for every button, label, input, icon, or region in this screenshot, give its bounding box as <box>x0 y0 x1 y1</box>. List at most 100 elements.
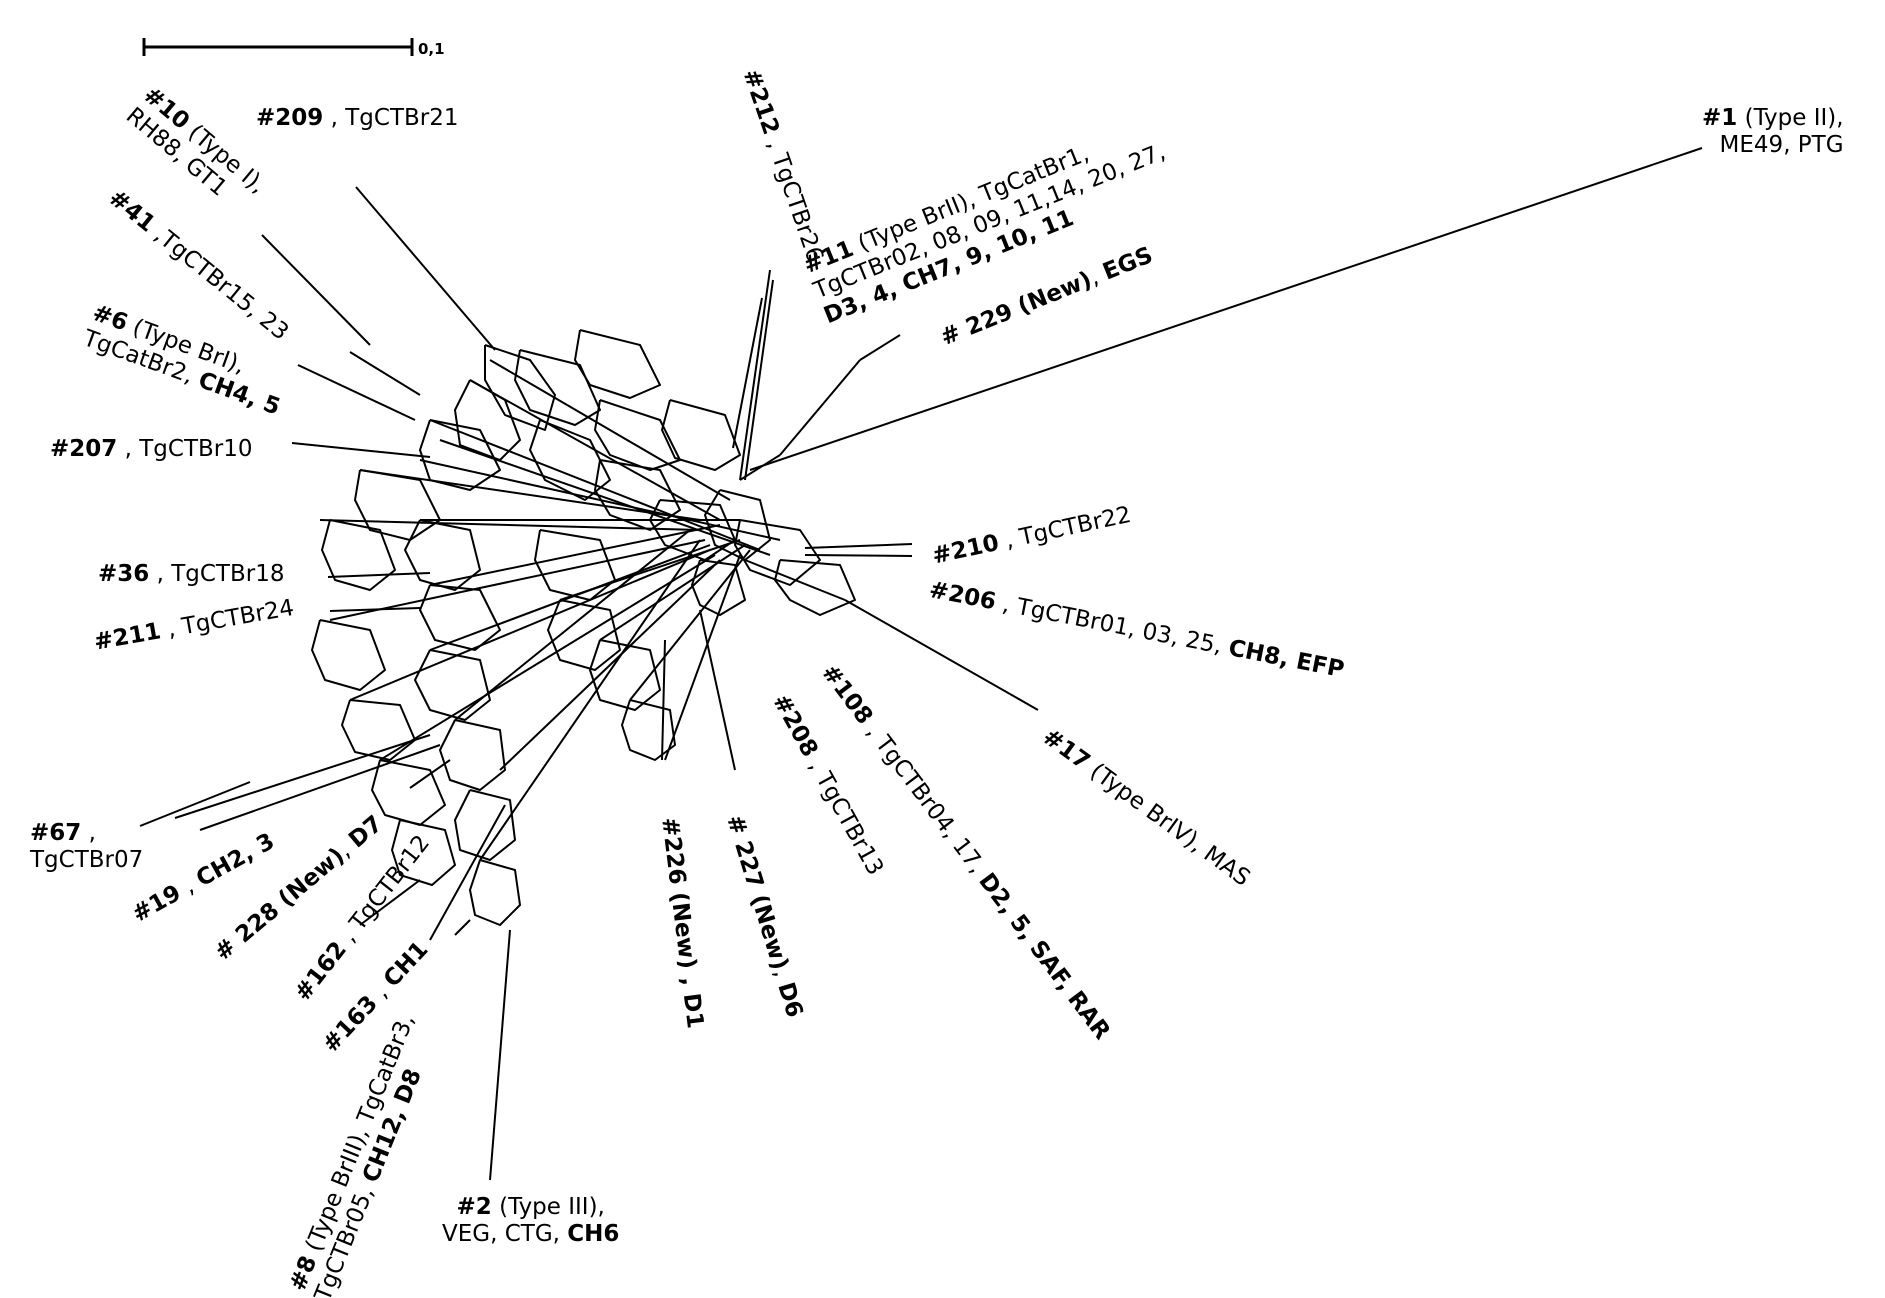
network-box <box>354 469 441 541</box>
network-edge <box>499 559 721 771</box>
network-box <box>311 619 386 691</box>
taxon-label-209: #209 , TgCTBr21 <box>256 105 459 132</box>
taxon-label-line: VEG, CTG, CH6 <box>442 1221 619 1248</box>
network-edge <box>489 359 731 501</box>
network-edge <box>744 559 846 601</box>
network-edge <box>319 519 701 531</box>
taxon-label-text: , TgCTBr21 <box>323 105 459 131</box>
taxon-label-bold-text: #2 <box>456 1194 492 1220</box>
scale-bar <box>142 38 414 56</box>
network-box <box>594 459 681 531</box>
network-box <box>341 699 416 761</box>
network-edge <box>419 459 781 541</box>
branch-208 <box>699 609 736 771</box>
taxon-label-line: ME49, PTG <box>1702 132 1844 159</box>
taxon-label-bold-text: CH6 <box>567 1221 620 1247</box>
network-edge <box>629 549 751 701</box>
network-edge <box>559 539 741 601</box>
branch-229b <box>779 359 861 456</box>
branch-67 <box>139 781 251 827</box>
taxon-label-text: ME49, PTG <box>1719 132 1844 158</box>
branch-17 <box>844 599 1039 711</box>
network-box <box>321 519 396 591</box>
taxon-label-text: , TgCTBr10 <box>117 436 253 462</box>
branch-212b <box>744 279 774 481</box>
network-edge <box>429 524 721 586</box>
branch-163 <box>429 804 506 941</box>
network-box <box>419 419 501 491</box>
taxon-label-line: #67 , <box>30 820 143 847</box>
network-box <box>404 519 481 591</box>
network-box <box>534 529 616 601</box>
taxon-label-line: #209 , TgCTBr21 <box>256 105 459 132</box>
network-box <box>469 859 521 926</box>
taxon-label-text: (Type III), <box>491 1194 605 1220</box>
network-edge <box>469 379 721 521</box>
branch-226 <box>661 639 666 761</box>
taxon-label-bold-text: #36 <box>98 561 150 587</box>
network-edge <box>664 554 741 761</box>
branch-36 <box>327 572 431 578</box>
taxon-label-bold-text: #207 <box>50 436 118 462</box>
taxon-label-line: #1 (Type II), <box>1702 105 1844 132</box>
network-box <box>774 559 856 616</box>
network-edge <box>599 544 746 641</box>
branch-67c <box>174 734 431 819</box>
split-network-edges <box>139 147 1703 1181</box>
taxon-label-text: , <box>81 820 96 846</box>
network-edge <box>329 539 706 621</box>
branch-229 <box>859 334 901 361</box>
branch-209 <box>355 186 496 351</box>
branch-212 <box>739 269 771 481</box>
taxon-label-line: #36 , TgCTBr18 <box>98 561 284 588</box>
branch-210b <box>804 554 913 557</box>
taxon-label-bold-text: #67 <box>30 820 82 846</box>
network-box <box>391 819 456 886</box>
network-box <box>439 719 506 791</box>
network-edge <box>429 419 761 551</box>
taxon-label-line: #207 , TgCTBr10 <box>50 436 253 463</box>
network-box <box>371 759 446 826</box>
branch-19 <box>409 759 451 789</box>
network-box <box>454 789 516 861</box>
taxon-label-36: #36 , TgCTBr18 <box>98 561 284 588</box>
taxon-label-text: , TgCTBr18 <box>149 561 285 587</box>
network-box <box>419 584 501 651</box>
branch-210 <box>804 543 913 549</box>
taxon-label-bold-text: #1 <box>1702 105 1738 131</box>
network-box <box>734 519 821 586</box>
network-box <box>661 399 741 471</box>
network-edge <box>479 539 701 861</box>
network-edge <box>439 439 771 556</box>
branch-6 <box>297 364 416 421</box>
branch-10 <box>261 234 371 346</box>
taxon-label-line: #2 (Type III), <box>442 1194 619 1221</box>
network-box <box>621 699 676 761</box>
network-box <box>514 349 601 426</box>
scale-bar-label: 0,1 <box>418 40 445 58</box>
branch-11 <box>732 297 763 449</box>
branch-207 <box>291 442 431 458</box>
branch-228 <box>359 879 421 926</box>
network-edge <box>454 529 691 721</box>
network-box <box>484 344 556 431</box>
taxon-label-text: (Type II), <box>1737 105 1844 131</box>
taxon-label-67: #67 , TgCTBr07 <box>30 820 143 874</box>
network-box <box>574 329 661 399</box>
branch-41 <box>349 351 421 396</box>
branch-1 <box>749 147 1703 471</box>
taxon-label-2: #2 (Type III), VEG, CTG, CH6 <box>442 1194 619 1248</box>
taxon-label-1: #1 (Type II), ME49, PTG <box>1702 105 1844 159</box>
network-edge <box>739 454 781 481</box>
network-box <box>529 419 611 501</box>
taxon-label-text: TgCTBr07 <box>30 847 144 873</box>
network-box <box>547 599 621 671</box>
branch-2 <box>489 929 511 1181</box>
branch-67b <box>199 744 441 831</box>
network-box <box>691 559 746 616</box>
taxon-label-207: #207 , TgCTBr10 <box>50 436 253 463</box>
network-edge <box>359 469 701 521</box>
network-edge <box>379 554 716 761</box>
